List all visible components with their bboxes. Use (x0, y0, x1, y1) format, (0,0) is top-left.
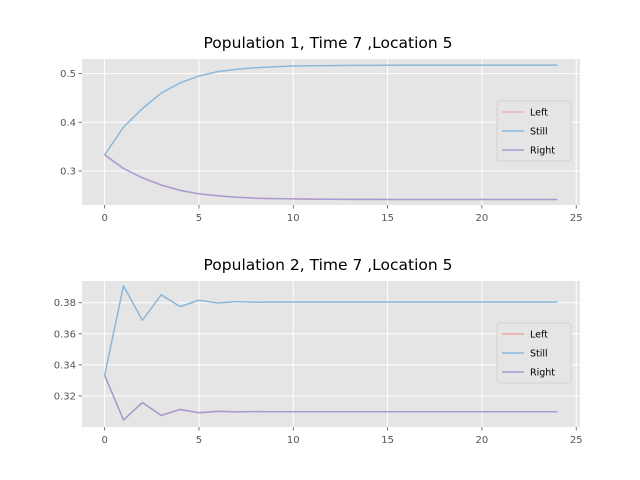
x-tick-label: 10 (287, 435, 300, 446)
legend-item: Still (502, 127, 548, 138)
x-tick-label: 20 (476, 213, 489, 224)
x-tick-label: 25 (570, 213, 583, 224)
legend-label: Left (530, 330, 548, 341)
legend: Left Still Right (496, 100, 572, 162)
y-tick-label: 0.38 (54, 298, 76, 309)
legend-label: Right (530, 368, 555, 379)
y-tick-label: 0.36 (54, 329, 76, 340)
series-line-right (103, 374, 558, 421)
legend-label: Still (530, 127, 548, 138)
x-tick-label: 10 (287, 213, 300, 224)
legend-item: Right (502, 368, 555, 379)
chart-title: Population 2, Time 7 ,Location 5 (204, 256, 453, 274)
x-tick-label: 0 (101, 213, 107, 224)
x-tick-label: 5 (196, 435, 202, 446)
legend-box (496, 100, 572, 162)
y-tick-label: 0.3 (60, 166, 76, 177)
x-tick-label: 20 (476, 435, 489, 446)
series-line-right (104, 154, 558, 201)
y-tick-label: 0.32 (54, 391, 76, 402)
legend-item: Left (502, 108, 548, 119)
chart-population-1: Population 1, Time 7 ,Location 5 0 5 10 15 2… (60, 34, 583, 224)
legend: Left Still Right (496, 322, 572, 384)
x-tick-label: 15 (381, 213, 394, 224)
legend-box (496, 322, 572, 384)
x-tick-label: 0 (101, 435, 107, 446)
y-tick-label: 0.34 (54, 360, 76, 371)
series-line-still (103, 285, 558, 376)
x-tick-label: 15 (381, 435, 394, 446)
series-line-still (104, 64, 558, 156)
chart-population-2: Population 2, Time 7 ,Location 5 0 5 10 15 2… (54, 256, 583, 446)
x-tick-label: 25 (570, 435, 583, 446)
y-tick-label: 0.5 (60, 69, 76, 80)
y-tick-label: 0.4 (60, 118, 76, 129)
legend-label: Left (530, 108, 548, 119)
legend-item: Right (502, 146, 555, 157)
legend-label: Right (530, 146, 555, 157)
chart-title: Population 1, Time 7 ,Location 5 (204, 34, 453, 52)
legend-item: Left (502, 330, 548, 341)
legend-label: Still (530, 349, 548, 360)
legend-item: Still (502, 349, 548, 360)
x-tick-label: 5 (196, 213, 202, 224)
